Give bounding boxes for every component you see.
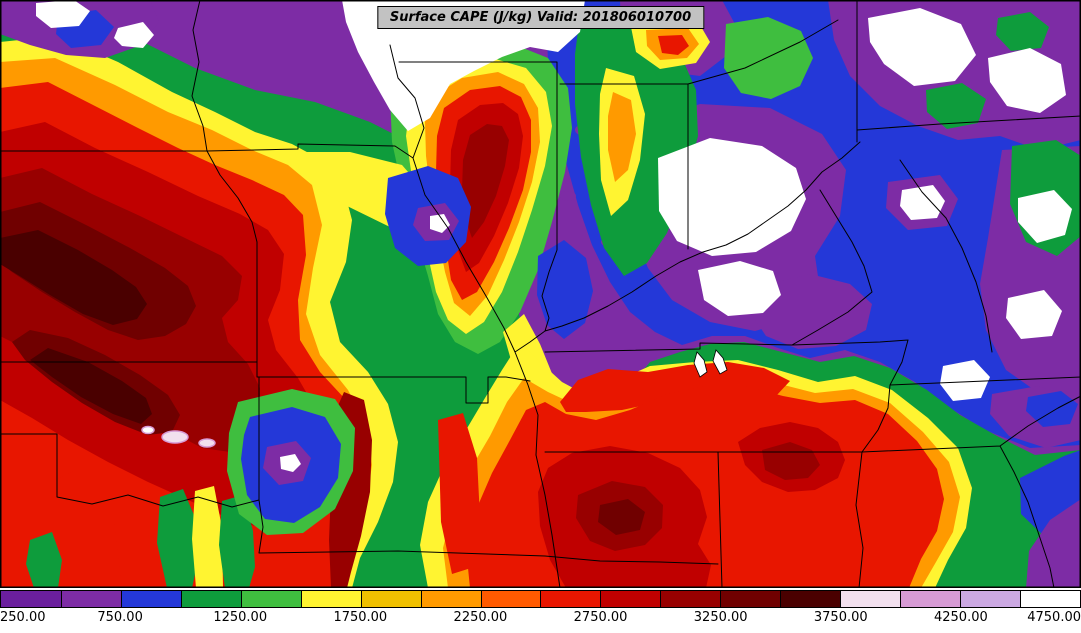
- colorbar-segment: [480, 591, 541, 607]
- contour-region: [1026, 499, 1081, 588]
- colorbar-tick-label: 2750.00: [573, 610, 628, 625]
- contour-region: [54, 470, 95, 588]
- contour-region: [26, 532, 62, 588]
- contour-region: [658, 138, 806, 256]
- colorbar-segment: [300, 591, 361, 607]
- contour-region: [693, 351, 708, 378]
- colorbar-labels: 250.00 750.00 1250.00 1750.00 2250.00 2750.00…: [0, 610, 1081, 632]
- contour-region: [608, 92, 636, 182]
- contour-region: [988, 48, 1066, 113]
- contour-region: [560, 191, 576, 201]
- colorbar-tick-label: 1250.00: [213, 610, 268, 625]
- colorbar-segment: [60, 591, 121, 607]
- contour-region: [724, 17, 813, 99]
- cape-field-white-holes: [36, 0, 1072, 401]
- colorbar-tick-label: 1750.00: [333, 610, 388, 625]
- colorbar-segment: [600, 591, 661, 607]
- contour-region: [1006, 290, 1062, 339]
- contour-region: [438, 413, 480, 574]
- colorbar-segment: [240, 591, 301, 607]
- cape-field-dark-cores: [0, 103, 845, 588]
- cape-field-intrusions: [26, 10, 1081, 588]
- colorbar-segment: [540, 591, 601, 607]
- contour-region: [598, 499, 645, 535]
- contour-region: [198, 438, 216, 448]
- contour-region: [868, 8, 976, 86]
- colorbar-segment: [120, 591, 181, 607]
- contour-region: [712, 349, 728, 375]
- contour-region: [462, 124, 509, 238]
- colorbar-segment: [420, 591, 481, 607]
- colorbar-tick-label: 3250.00: [693, 610, 748, 625]
- contour-region: [1018, 190, 1072, 243]
- colorbar-segment: [360, 591, 421, 607]
- contour-region: [141, 425, 155, 435]
- colorbar-segment: [180, 591, 241, 607]
- contour-region: [940, 360, 990, 401]
- contour-region: [537, 240, 593, 339]
- colorbar-tick-label: 3750.00: [813, 610, 868, 625]
- contour-region: [280, 454, 301, 472]
- contour-region: [430, 214, 450, 233]
- contour-region: [900, 185, 945, 220]
- colorbar-segment: [960, 591, 1020, 607]
- colorbar-segment: [840, 591, 901, 607]
- map-title: Surface CAPE (J/kg) Valid: 201806010700: [389, 10, 692, 25]
- state-boundaries: [0, 0, 1081, 588]
- contour-region: [560, 362, 790, 412]
- contour-region: [157, 489, 199, 588]
- contour-region: [996, 12, 1049, 51]
- colorbar-segment: [1019, 591, 1080, 607]
- contour-region: [36, 0, 90, 28]
- colorbar-segment: [720, 591, 781, 607]
- colorbar-segment: [1, 591, 61, 607]
- contour-region: [926, 83, 986, 129]
- lakes: [693, 349, 728, 378]
- colorbar-tick-label: 250.00: [0, 610, 46, 625]
- colorbar-segment: [900, 591, 960, 607]
- colorbar-tick-label: 750.00: [97, 610, 143, 625]
- contour-region: [161, 430, 189, 444]
- contour-region: [0, 230, 147, 325]
- contour-region: [1026, 391, 1078, 427]
- contour-region: [698, 261, 781, 316]
- colorbar: [0, 590, 1081, 608]
- contour-region: [658, 35, 689, 55]
- title-box: Surface CAPE (J/kg) Valid: 201806010700: [376, 6, 705, 29]
- cape-field-high-spots: [141, 425, 216, 448]
- map-border: [0, 0, 1081, 588]
- contour-region: [113, 458, 155, 588]
- contour-region: [192, 486, 223, 588]
- contour-region: [342, 0, 585, 131]
- contour-region: [30, 348, 152, 424]
- colorbar-tick-label: 4750.00: [1027, 610, 1081, 625]
- cape-map: [0, 0, 1081, 588]
- colorbar-segment: [660, 591, 721, 607]
- contour-region: [114, 22, 154, 48]
- contour-region: [750, 274, 872, 349]
- colorbar-segment: [780, 591, 841, 607]
- colorbar-tick-label: 2250.00: [453, 610, 508, 625]
- colorbar-tick-label: 4250.00: [933, 610, 988, 625]
